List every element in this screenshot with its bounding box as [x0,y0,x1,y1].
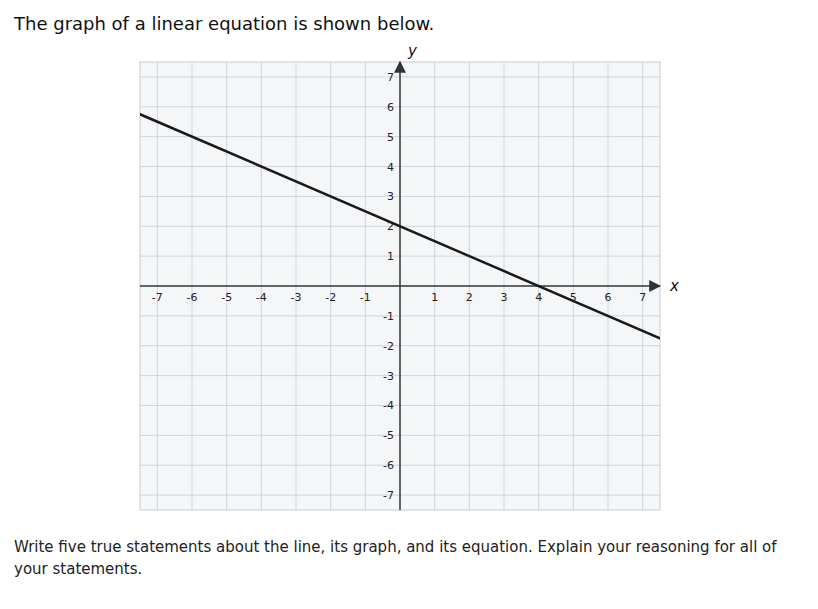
y-tick-label: 1 [387,250,394,263]
y-tick-label: 4 [387,161,394,174]
grid [140,62,660,510]
y-axis [399,62,401,510]
y-tick-label: -6 [383,459,394,472]
y-tick-label: -1 [383,310,394,323]
series-group [140,114,660,338]
x-tick-label: 4 [535,291,542,304]
y-tick-label: 6 [387,101,394,114]
x-tick-label: 3 [501,291,508,304]
y-tick-label: -5 [383,429,394,442]
y-tick-label: -7 [383,489,394,502]
plot-area [140,62,660,510]
y-tick-label: -2 [383,340,394,353]
x-tick-label: 1 [431,291,438,304]
y-tick-label: 5 [387,131,394,144]
title: The graph of a linear equation is shown … [13,13,434,34]
y-axis-label: y [407,42,418,60]
x-tick-label: -2 [325,291,336,304]
y-tick-label: -4 [383,399,394,412]
x-tick-label: -7 [152,291,163,304]
x-tick-label: -3 [291,291,302,304]
x-tick-label: -5 [221,291,232,304]
x-tick-label: -4 [256,291,267,304]
y-tick-label: 3 [387,190,394,203]
x-tick-label: 2 [466,291,473,304]
y-tick-label: 7 [387,71,394,84]
x-tick-label: 6 [605,291,612,304]
y-tick-label: -3 [383,370,394,383]
chart: The graph of a linear equation is shown … [0,0,818,520]
line [140,114,660,338]
x-tick-label: -1 [360,291,371,304]
subtitle: Write five true statements about the lin… [14,536,794,580]
x-tick-label: 7 [639,291,646,304]
x-tick-label: -6 [187,291,198,304]
x-axis-label: x [669,277,679,295]
